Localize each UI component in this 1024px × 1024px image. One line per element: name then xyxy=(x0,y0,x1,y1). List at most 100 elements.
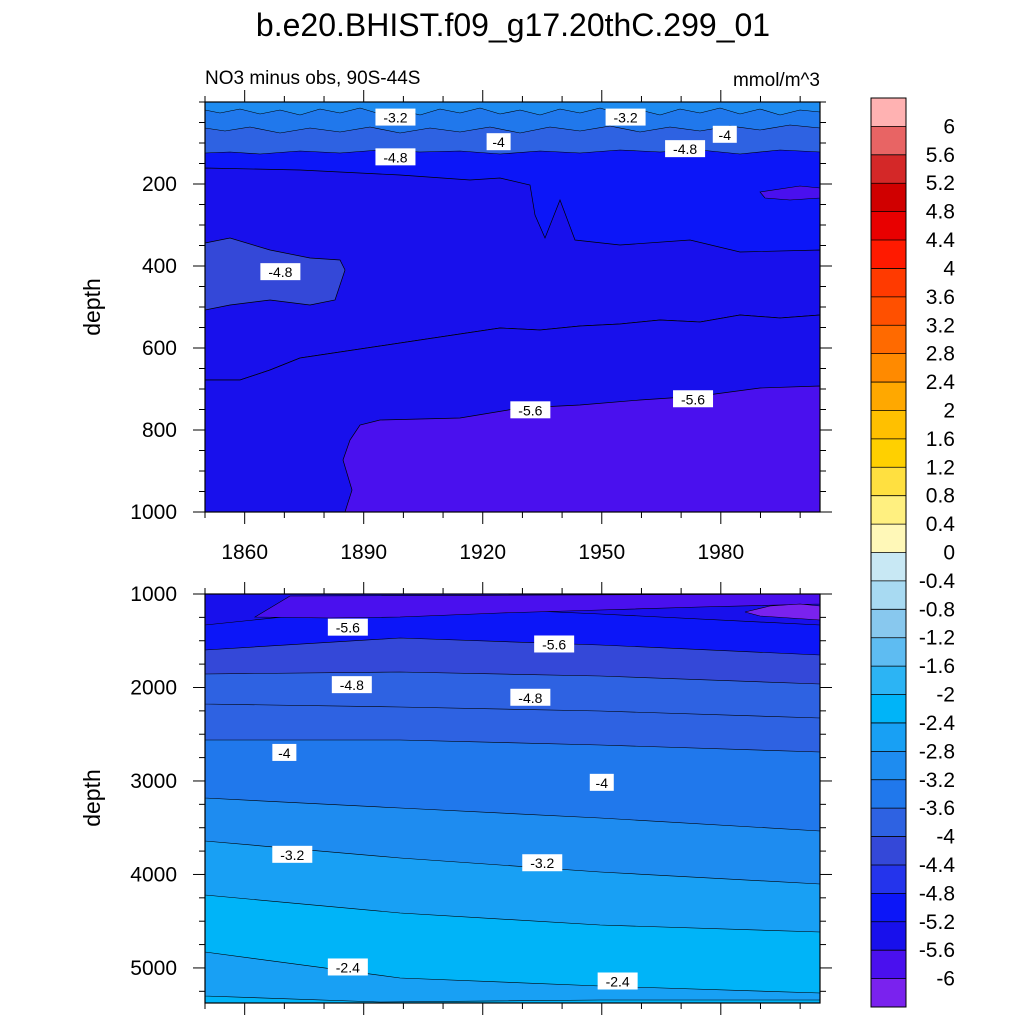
contour-label: -4.8 xyxy=(260,263,301,281)
contour-label: -5.6 xyxy=(327,618,368,636)
contour-label: -3.2 xyxy=(605,108,646,126)
contour-label-text: -4.8 xyxy=(673,141,697,157)
y-tick-label: 2000 xyxy=(130,676,177,699)
colorbar-level-label: 0 xyxy=(943,542,955,565)
fill-band-lower-12 xyxy=(744,603,820,621)
contour-label-text: -3.2 xyxy=(614,110,638,126)
colorbar-swatch xyxy=(871,183,906,212)
y-tick-label: 4000 xyxy=(130,863,177,886)
contour-label-box xyxy=(331,676,372,694)
subtitle-left: NO3 minus obs, 90S-44S xyxy=(205,68,420,89)
upper-y-axis-label: depth xyxy=(79,278,105,336)
contour-label: -3.2 xyxy=(375,108,416,126)
upper-panel: 1860 1890 1920 1950 1980 200 400 600 800 1000 -3.… xyxy=(79,90,832,564)
colorbar-level-label: -4.8 xyxy=(919,882,955,905)
colorbar-swatch xyxy=(871,751,906,781)
fill-band-upper-patch-east xyxy=(759,185,820,201)
fill-band-lower-11 xyxy=(253,594,820,619)
colorbar-level-label: 0.8 xyxy=(926,485,955,508)
colorbar-swatch xyxy=(871,98,906,127)
colorbar-frame xyxy=(870,97,907,1008)
colorbar-level-label: -5.6 xyxy=(919,939,955,962)
contour-label-text: -5.6 xyxy=(542,636,566,652)
colorbar-level-label: -0.4 xyxy=(919,570,956,593)
contour-label: -5.6 xyxy=(673,390,714,408)
colorbar-level-label: 1.2 xyxy=(926,456,955,479)
colorbar-swatch xyxy=(871,296,906,326)
y-tick-label: 1000 xyxy=(130,501,177,524)
contour-label-box xyxy=(327,958,368,976)
contour-label-text: -4 xyxy=(596,775,609,791)
colorbar-level-label: -5.2 xyxy=(919,911,955,934)
x-tick-label: 1980 xyxy=(697,541,744,564)
contour-label-box xyxy=(589,773,614,791)
lower-axis-ticks: 1000 2000 3000 4000 5000 xyxy=(130,582,832,1015)
colorbar-level-label: -3.6 xyxy=(919,797,955,820)
colorbar-level-label: -6 xyxy=(936,968,955,991)
colorbar-level-label: 3.2 xyxy=(926,314,955,337)
contour-label: -4.8 xyxy=(375,148,416,166)
contour-label: -4 xyxy=(272,743,297,761)
x-tick-label: 1890 xyxy=(340,541,387,564)
contour-label-box xyxy=(597,972,638,990)
colorbar-swatch xyxy=(871,666,906,695)
contour-label-text: -3.2 xyxy=(280,847,304,863)
y-tick-label: 400 xyxy=(142,255,177,278)
colorbar-level-label: 4.8 xyxy=(926,201,955,224)
colorbar-swatch xyxy=(871,325,906,354)
y-tick-label: 600 xyxy=(142,337,177,360)
colorbar: 6 5.6 5.2 4.8 4.4 4 3.6 3.2 2.8 2.4 2 1.6 1.2 0.8 0.4 0… xyxy=(870,97,956,1008)
colorbar-level-label: 3.6 xyxy=(926,286,955,309)
contour-label-box xyxy=(510,401,551,419)
contour-label-box xyxy=(272,743,297,761)
contour-label-text: -5.6 xyxy=(336,620,360,636)
colorbar-level-label: -1.6 xyxy=(919,655,955,678)
colorbar-swatch xyxy=(871,978,906,1008)
contour-label-box xyxy=(522,854,563,872)
colorbar-swatch xyxy=(871,950,906,979)
contour-label-text: -4.8 xyxy=(268,264,292,280)
fill-band-upper-skin xyxy=(205,102,820,116)
colorbar-swatch xyxy=(871,836,906,866)
contour-label-text: -4.8 xyxy=(383,149,407,165)
colorbar-level-label: -3.2 xyxy=(919,769,955,792)
colorbar-swatch xyxy=(871,864,906,894)
colorbar-swatch xyxy=(871,211,906,241)
colorbar-swatch xyxy=(871,921,906,951)
colorbar-swatch xyxy=(871,637,906,667)
contour-label-text: -4.8 xyxy=(518,690,542,706)
colorbar-level-label: 4 xyxy=(943,257,955,280)
colorbar-level-label: -4.4 xyxy=(919,854,956,877)
contour-label-box xyxy=(327,618,368,636)
x-tick-label: 1860 xyxy=(221,541,268,564)
colorbar-swatch xyxy=(871,438,906,468)
contour-label-box xyxy=(712,125,737,143)
colorbar-swatch xyxy=(871,722,906,752)
colorbar-swatch xyxy=(871,694,906,724)
colorbar-level-label: -1.2 xyxy=(919,627,955,650)
contour-label-box xyxy=(510,688,551,706)
colorbar-swatch xyxy=(871,808,906,837)
contour-label: -5.6 xyxy=(510,401,551,419)
colorbar-swatch xyxy=(871,893,906,923)
contour-label-box xyxy=(605,108,646,126)
contour-label-text: -3.2 xyxy=(383,110,407,126)
contour-label-box xyxy=(375,148,416,166)
upper-contour-labels: -3.2 -3.2 -4 -4 -4.8 -4.8 -4.8 -5.6 -5.6 xyxy=(260,108,737,419)
x-tick-label: 1950 xyxy=(578,541,625,564)
contour-label: -4 xyxy=(712,125,737,143)
colorbar-level-label: 5.6 xyxy=(926,144,955,167)
subtitle-right: mmol/m^3 xyxy=(733,70,820,91)
x-tick-label: 1920 xyxy=(459,541,506,564)
contour-label: -4.8 xyxy=(510,688,551,706)
contour-label-box xyxy=(272,845,313,863)
colorbar-swatch xyxy=(871,126,906,156)
contour-label-box xyxy=(673,390,714,408)
colorbar-level-label: -2.8 xyxy=(919,740,955,763)
lower-contour-fill xyxy=(205,594,820,1003)
contour-label-box xyxy=(665,140,706,158)
colorbar-swatch xyxy=(871,410,906,440)
colorbar-level-label: -0.8 xyxy=(919,598,955,621)
colorbar-swatch xyxy=(871,268,906,298)
